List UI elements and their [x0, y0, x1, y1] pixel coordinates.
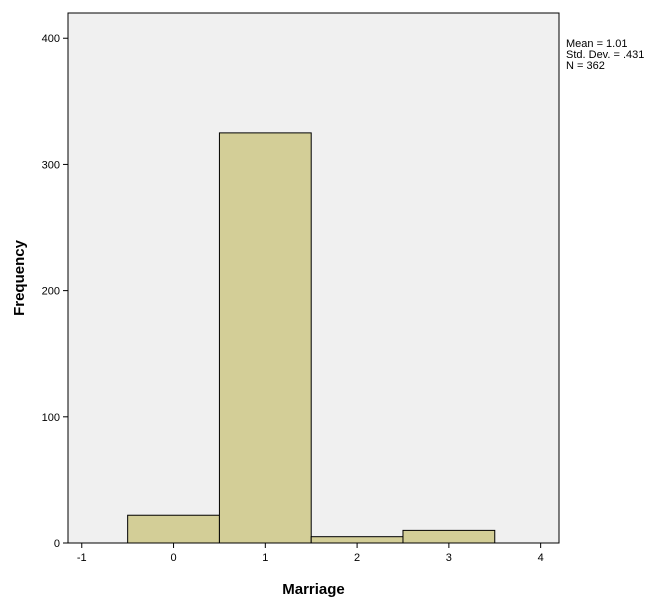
y-tick-label-3: 300 — [42, 159, 60, 171]
y-tick-label-4: 400 — [42, 33, 60, 45]
x-tick-label-1: 0 — [170, 552, 176, 564]
y-tick-label-2: 200 — [42, 286, 60, 298]
y-axis: 0 100 200 300 400 — [42, 33, 68, 550]
histogram-bar-2 — [310, 536, 404, 544]
stats-legend: Mean = 1.01 Std. Dev. = .431 N = 362 — [566, 38, 644, 72]
y-axis-title: Frequency — [11, 239, 28, 316]
x-axis: -1 0 1 2 3 4 — [77, 543, 544, 564]
histogram-bar-3 — [402, 529, 496, 544]
histogram-bar-1 — [218, 132, 312, 544]
x-tick-label-5: 4 — [538, 552, 544, 564]
x-tick-label-3: 2 — [354, 552, 360, 564]
y-tick-label-1: 100 — [42, 412, 60, 424]
y-tick-label-0: 0 — [54, 538, 60, 550]
histogram-bar-0 — [127, 514, 220, 544]
bars-group — [127, 132, 496, 544]
x-axis-title: Marriage — [282, 581, 345, 598]
plot-area — [67, 12, 560, 544]
stats-n: N = 362 — [566, 60, 605, 72]
stats-mean: Mean = 1.01 — [566, 38, 627, 50]
stats-std-dev: Std. Dev. = .431 — [566, 49, 644, 61]
x-tick-label-4: 3 — [446, 552, 452, 564]
x-tick-label-0: -1 — [77, 552, 87, 564]
x-tick-label-2: 1 — [262, 552, 268, 564]
